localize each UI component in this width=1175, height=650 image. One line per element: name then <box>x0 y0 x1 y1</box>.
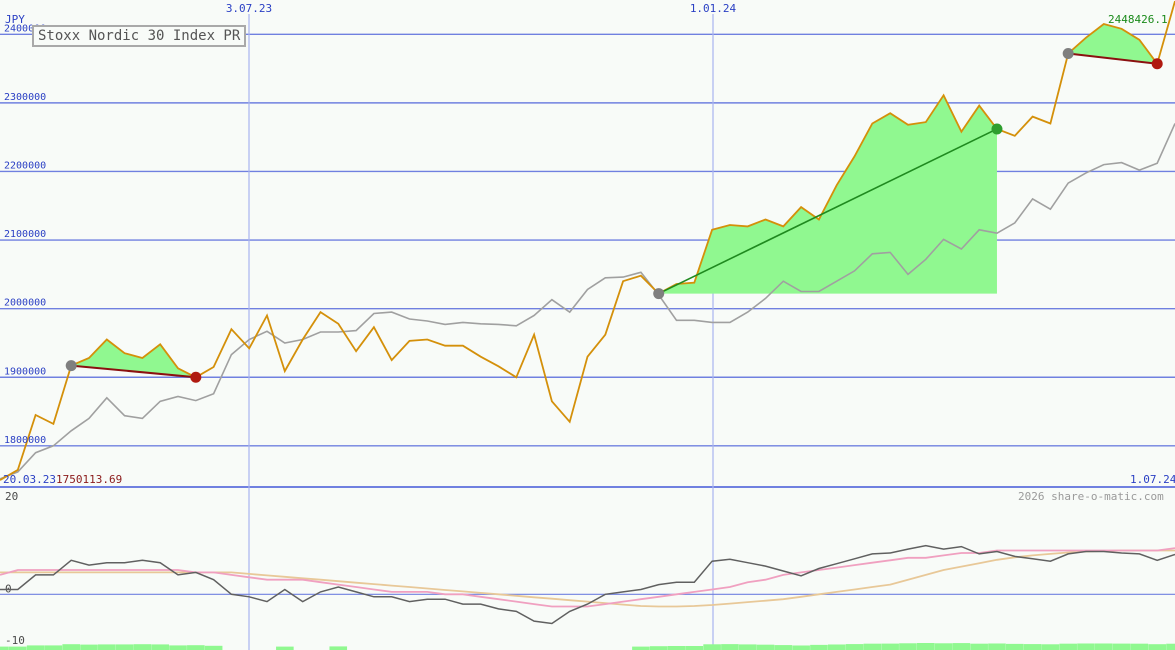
oscillator-bar <box>151 644 170 650</box>
oscillator-bar <box>133 644 152 650</box>
y-tick-label: 1900000 <box>4 366 46 377</box>
oscillator-bar <box>1005 643 1024 650</box>
oscillator-main-line <box>0 544 1175 625</box>
oscillator-bar <box>169 645 187 650</box>
x-tick-label: 3.07.23 <box>226 2 272 15</box>
oscillator-bar <box>62 644 81 650</box>
chart-title: Stoxx Nordic 30 Index PR <box>32 25 247 47</box>
swing-markers <box>65 48 1163 383</box>
oscillator-bar <box>685 646 704 650</box>
oscillator-bar <box>738 644 757 650</box>
swing-line <box>71 364 196 379</box>
oscillator-bar <box>845 644 864 650</box>
end-date-label: 1.07.24 <box>1130 473 1175 486</box>
gain-area <box>1068 24 1158 64</box>
oscillator-bar <box>276 646 294 650</box>
oscillator-bar <box>9 646 27 650</box>
swing-end-marker <box>1151 58 1163 70</box>
swing-start-marker <box>65 360 77 372</box>
start-date-label: 20.03.23 <box>3 473 56 486</box>
oscillator-bar <box>329 646 348 650</box>
oscillator-bar <box>1166 643 1175 650</box>
oscillator-bar <box>204 645 223 650</box>
oscillator-bar <box>988 643 1006 650</box>
watermark: 2026 share-o-matic.com <box>1018 490 1164 503</box>
y-tick-label: 2400000 <box>4 23 46 34</box>
oscillator-bar <box>1094 643 1113 650</box>
oscillator-bar <box>1059 643 1077 650</box>
oscillator-bar <box>0 646 9 650</box>
oscillator-bar <box>98 644 116 650</box>
oscillator-bar <box>934 643 953 650</box>
oscillator-bar <box>703 644 721 650</box>
swing-end-marker <box>991 123 1003 135</box>
oscillator-bar <box>899 643 917 650</box>
oscillator-bar <box>1023 644 1042 650</box>
oscillator-bar <box>187 645 205 650</box>
oscillator-bar <box>115 644 134 650</box>
oscillator-bar <box>632 646 650 650</box>
grid <box>0 14 1175 650</box>
oscillator-tick-label: 20 <box>5 490 18 503</box>
oscillator-panel <box>0 544 1175 650</box>
oscillator-bar <box>774 645 793 650</box>
oscillator-bar <box>1077 643 1095 650</box>
oscillator-bar <box>810 644 828 650</box>
oscillator-bar <box>756 644 775 650</box>
oscillator-bar <box>952 643 971 650</box>
oscillator-bar <box>792 645 810 650</box>
x-tick-label: 1.01.24 <box>690 2 737 15</box>
oscillator-bar <box>970 643 988 650</box>
y-tick-label: 2300000 <box>4 92 46 103</box>
swing-end-marker <box>190 371 202 383</box>
oscillator-bar <box>863 643 882 650</box>
y-tick-label: 2200000 <box>4 160 46 171</box>
swing-start-marker <box>653 288 665 300</box>
currency-label: JPY <box>5 13 25 26</box>
oscillator-tick-label: -10 <box>5 634 25 647</box>
oscillator-bar <box>827 644 846 650</box>
swing-line <box>1068 52 1158 65</box>
oscillator-bar <box>1041 644 1060 650</box>
last-value-label: 2448426.1 <box>1108 13 1168 26</box>
oscillator-bar <box>916 643 935 650</box>
swing-start-marker <box>1062 48 1074 60</box>
oscillator-bar <box>667 646 686 650</box>
swing-line <box>658 128 998 295</box>
y-tick-label: 2100000 <box>4 229 46 240</box>
oscillator-bar <box>721 644 739 650</box>
y-tick-label: 1800000 <box>4 435 46 446</box>
y-tick-label: 2000000 <box>4 298 46 309</box>
gain-area <box>658 95 997 294</box>
oscillator-bar <box>881 643 899 650</box>
start-value-label: 1750113.69 <box>56 473 122 486</box>
oscillator-bar <box>1130 643 1149 650</box>
oscillator-bar <box>1148 644 1166 650</box>
oscillator-bar <box>80 644 98 650</box>
oscillator-bar <box>1112 643 1131 650</box>
comparison-series-line <box>0 123 1175 480</box>
oscillator-bar <box>26 645 45 650</box>
oscillator-bar <box>44 645 63 650</box>
oscillator-bar <box>649 646 668 650</box>
